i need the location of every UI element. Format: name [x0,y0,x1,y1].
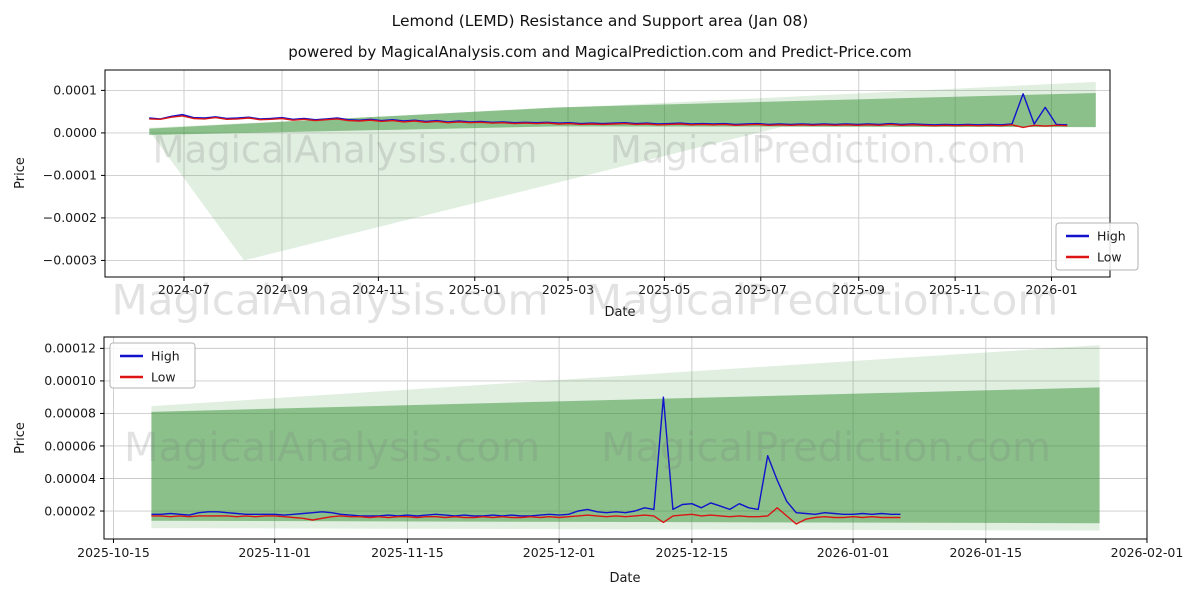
series-low-line [151,507,901,525]
support-resistance-bands [151,345,1100,531]
x-axis-label: Date [609,571,640,586]
x-tick-label: 2026-01-15 [949,545,1022,560]
x-tick-label: 2025-01 [449,282,501,297]
x-tick-label: 2025-11-01 [238,545,311,560]
support-area-outer [151,345,1100,531]
legend-high-label: High [151,349,180,364]
bottom-chart: 2025-10-15 2025-11-01 2025-11-15 2025-12-01… [13,336,1183,586]
x-tick-label: 2025-10-15 [77,545,150,560]
top-chart: 2024-07 2024-09 2024-11 2025-01 2025-03 2025-… [13,69,1139,320]
y-axis-label: Price [13,422,28,454]
series-high-line [151,396,901,517]
legend-low-label: Low [151,370,176,385]
x-tick-label: 2025-03 [542,282,594,297]
grid [104,337,1148,539]
axes-frame [103,336,1148,540]
x-tick-label: 2025-11-15 [371,545,444,560]
series-high-line [149,93,1068,126]
y-tick-label: −0.0003 [43,253,97,268]
y-axis: 0.0001 0.0000 −0.0001 −0.0002 −0.0003 [43,83,105,268]
x-tick-label: 2025-12-01 [523,545,596,560]
x-tick-label: 2025-05 [638,282,690,297]
resistance-area-inner [151,387,1100,524]
x-tick-label: 2025-07 [735,282,787,297]
y-tick-label: 0.00010 [44,373,96,388]
figure-title: Lemond (LEMD) Resistance and Support are… [391,12,809,30]
y-tick-label: 0.00006 [44,438,96,453]
axes-frame [104,69,1111,278]
x-tick-label: 2026-01 [1025,282,1077,297]
y-axis: 0.00002 0.00004 0.00006 0.00008 0.00010 0.000… [44,341,104,518]
x-axis-label: Date [604,305,635,320]
y-tick-label: 0.0000 [53,125,97,140]
x-tick-label: 2024-09 [256,282,308,297]
y-tick-label: 0.0001 [53,83,97,98]
x-tick-label: 2026-02-01 [1111,545,1184,560]
series-low-line [149,115,1068,129]
y-tick-label: −0.0001 [43,168,97,183]
x-tick-label: 2026-01-01 [817,545,890,560]
legend: High Low [109,342,196,389]
y-tick-label: −0.0002 [43,210,97,225]
x-axis: 2024-07 2024-09 2024-11 2025-01 2025-03 2025-… [158,277,1078,320]
support-area-outer [149,81,1096,261]
x-tick-label: 2024-07 [158,282,210,297]
y-tick-label: 0.00002 [44,503,96,518]
y-tick-label: 0.00008 [44,406,96,421]
x-tick-label: 2024-11 [352,282,404,297]
figure-subtitle: powered by MagicalAnalysis.com and Magic… [288,43,912,61]
y-tick-label: 0.00012 [44,341,96,356]
x-tick-label: 2025-09 [833,282,885,297]
y-axis-label: Price [13,157,28,189]
support-resistance-bands [149,81,1096,261]
grid [105,70,1110,277]
x-tick-label: 2025-11 [929,282,981,297]
x-axis: 2025-10-15 2025-11-01 2025-11-15 2025-12-01… [77,539,1183,586]
legend-low-label: Low [1097,250,1122,265]
legend: High Low [1055,222,1139,271]
legend-high-label: High [1097,229,1126,244]
y-tick-label: 0.00004 [44,471,96,486]
x-tick-label: 2025-12-15 [656,545,729,560]
